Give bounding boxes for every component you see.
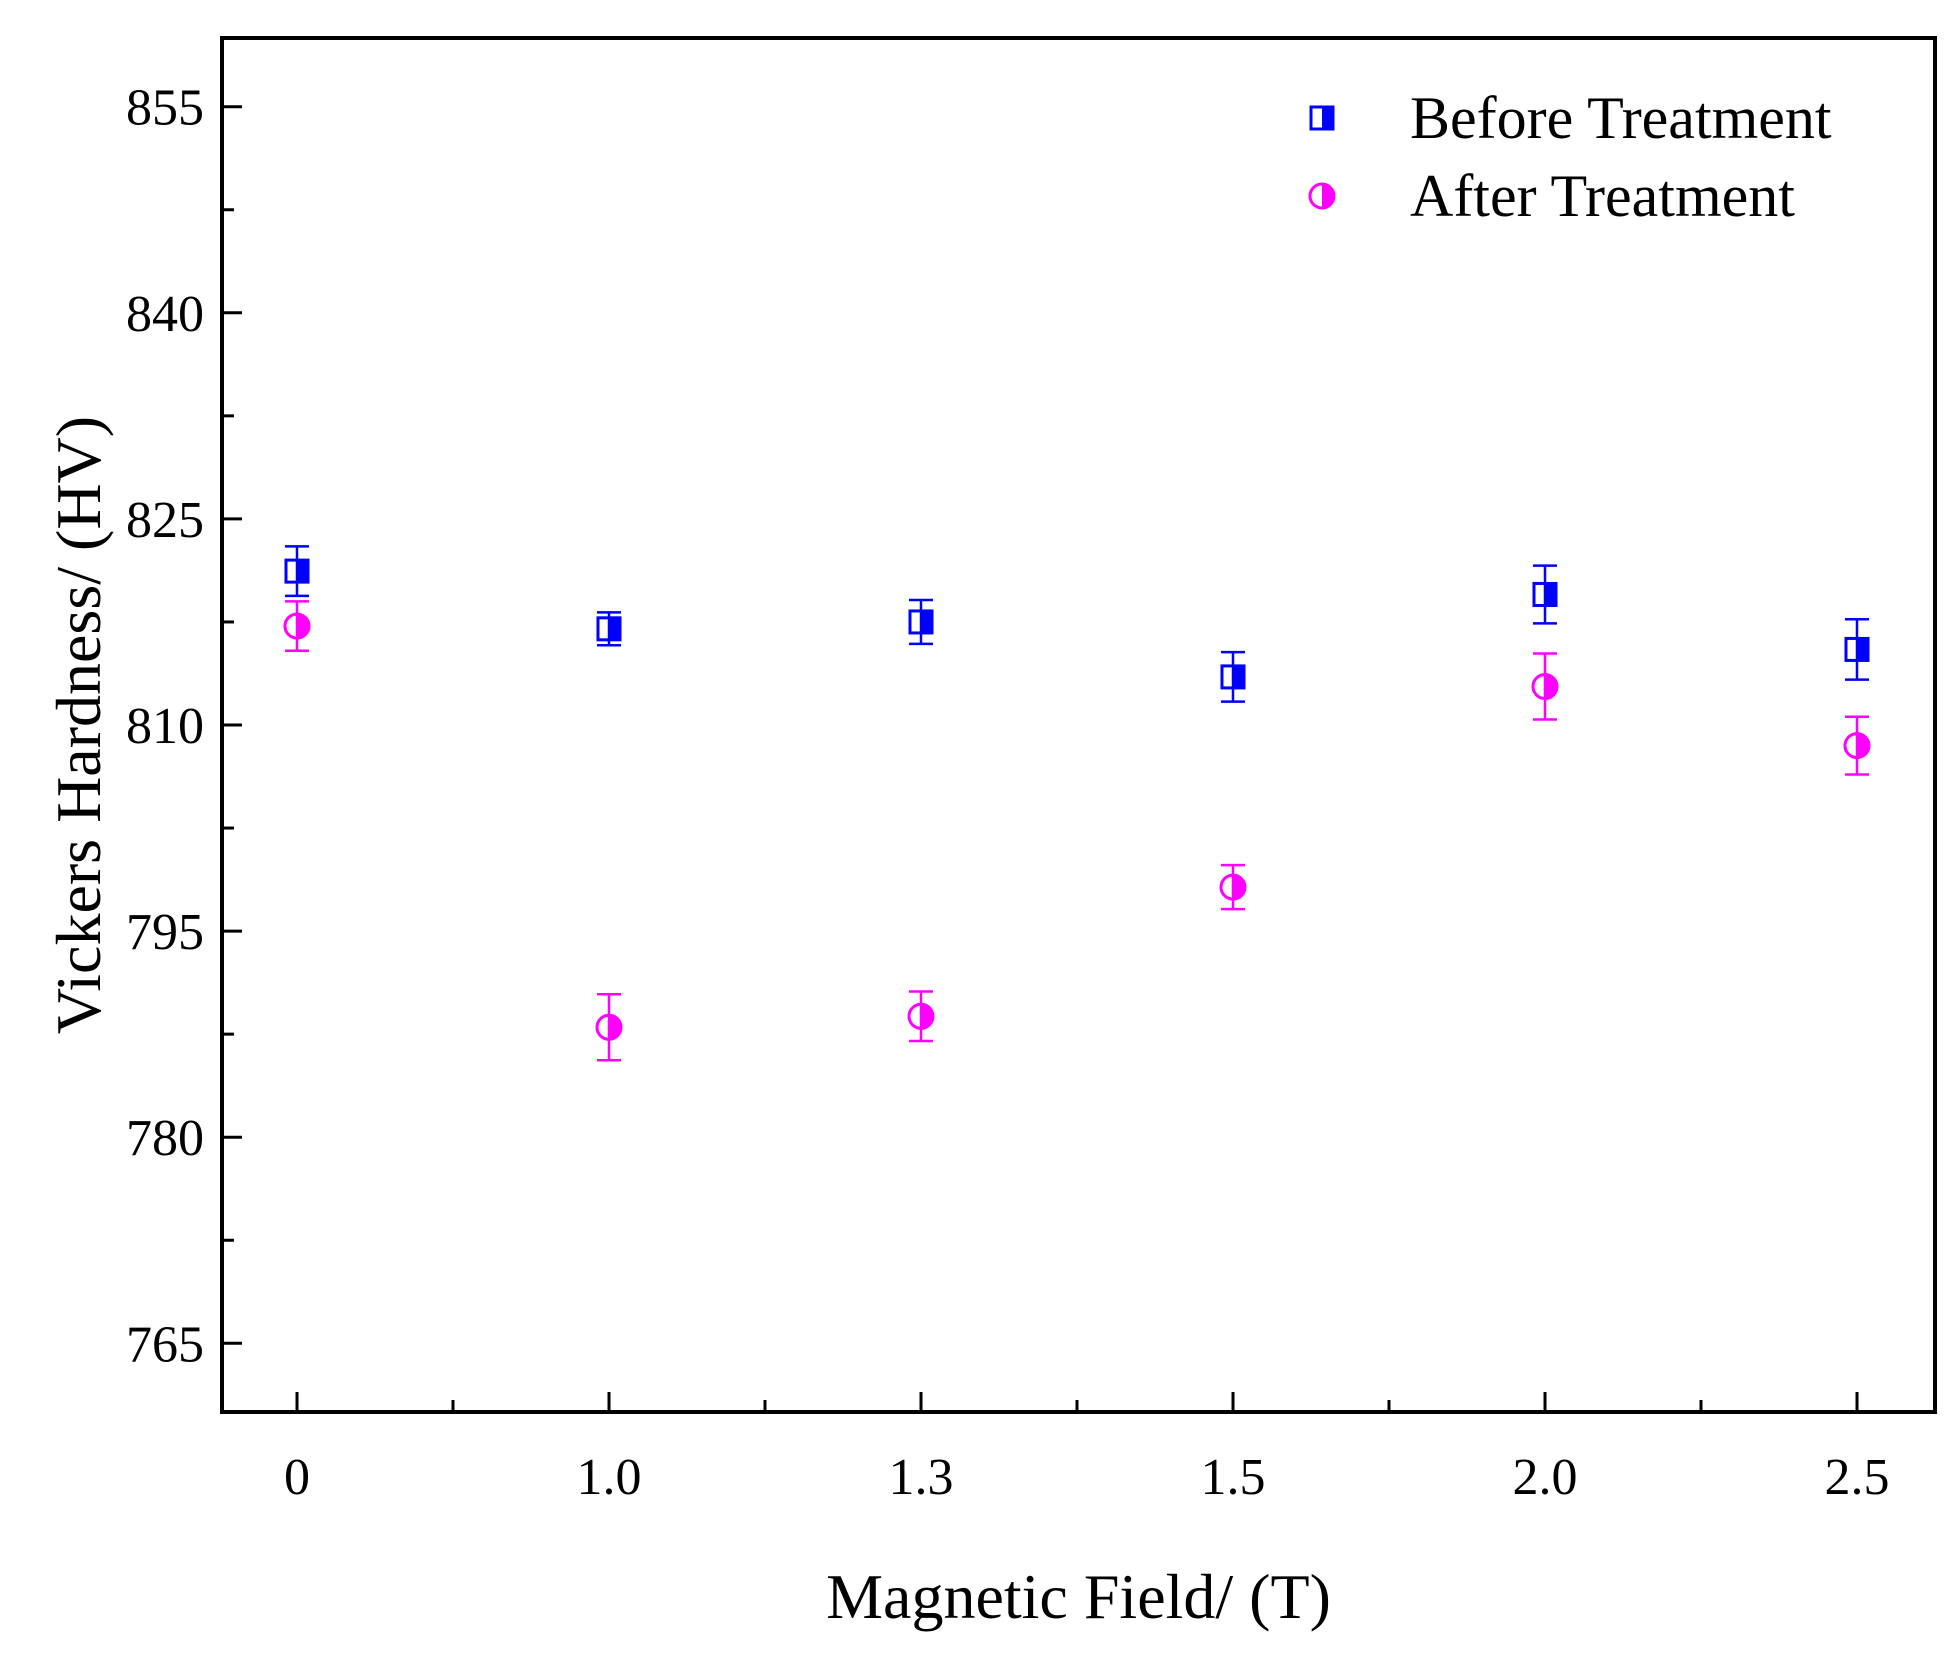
data-point — [1531, 673, 1559, 701]
y-tick-label: 795 — [126, 904, 204, 961]
x-tick-label: 1.0 — [577, 1449, 642, 1506]
data-point — [596, 616, 622, 642]
legend-label: After Treatment — [1410, 163, 1795, 229]
data-point — [1532, 581, 1558, 607]
data-point — [283, 612, 311, 640]
data-point — [595, 1013, 623, 1041]
data-point — [284, 558, 310, 584]
legend: Before Treatment After Treatment — [1308, 85, 1832, 229]
x-tick-label: 1.3 — [889, 1449, 954, 1506]
plot-frame — [220, 36, 1937, 1414]
legend-marker — [1309, 105, 1335, 131]
data-point — [1844, 636, 1870, 662]
data-point — [1843, 732, 1871, 760]
data-point — [1220, 664, 1246, 690]
y-axis-ticks: 765 780 795 810 825 840 855 — [126, 80, 242, 1373]
data-series — [283, 545, 1871, 1062]
y-axis-title: Vickers Hardness/ (HV) — [43, 416, 114, 1034]
x-tick-label: 1.5 — [1201, 1449, 1266, 1506]
y-tick-label: 810 — [126, 698, 204, 755]
legend-label: Before Treatment — [1410, 85, 1832, 151]
series-after-treatment — [283, 600, 1871, 1062]
x-tick-label: 0 — [284, 1449, 310, 1506]
legend-marker — [1308, 182, 1336, 210]
series-before-treatment — [284, 545, 1870, 703]
data-point — [908, 609, 934, 635]
x-axis-title: Magnetic Field/ (T) — [826, 1561, 1331, 1632]
data-point — [907, 1002, 935, 1030]
y-tick-label: 855 — [126, 80, 204, 137]
y-tick-label: 765 — [126, 1316, 204, 1373]
data-point — [1219, 873, 1247, 901]
y-tick-label: 780 — [126, 1110, 204, 1167]
x-tick-label: 2.5 — [1825, 1449, 1890, 1506]
x-axis-ticks: 0 1.0 1.3 1.5 2.0 2.5 — [284, 1392, 1890, 1506]
y-tick-label: 840 — [126, 286, 204, 343]
x-tick-label: 2.0 — [1513, 1449, 1578, 1506]
y-tick-label: 825 — [126, 492, 204, 549]
